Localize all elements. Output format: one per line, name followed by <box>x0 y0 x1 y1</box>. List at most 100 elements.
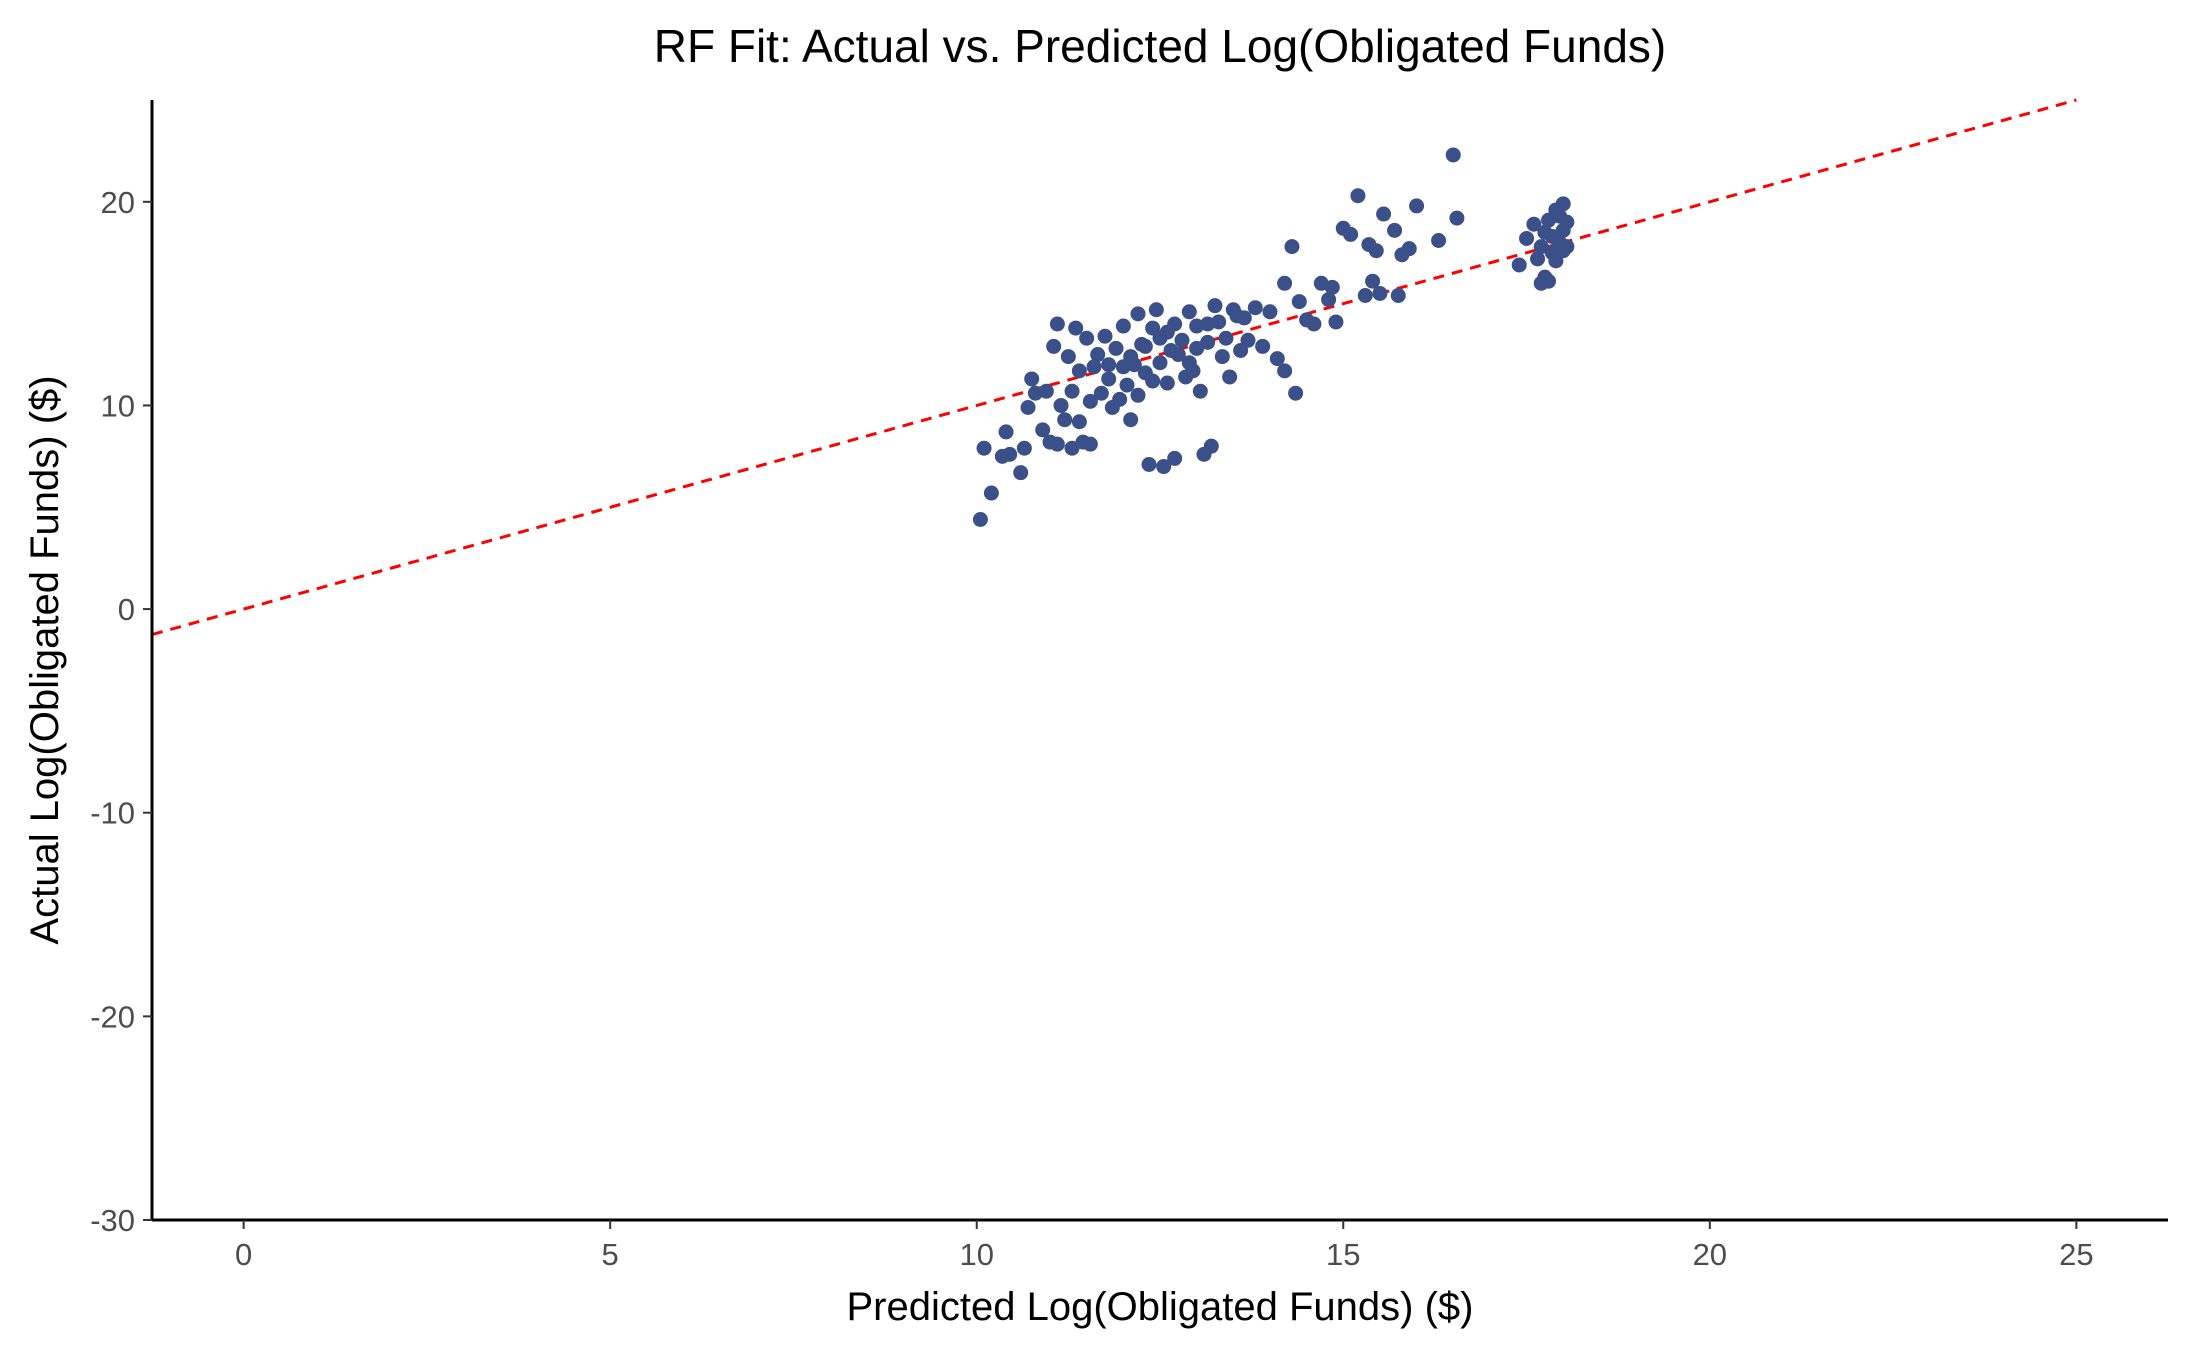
data-point <box>1218 330 1234 346</box>
data-point <box>1141 457 1157 473</box>
x-axis-ticks: 0 5 10 15 20 25 <box>235 1220 2094 1272</box>
data-point <box>1053 397 1069 413</box>
data-point <box>1559 214 1575 230</box>
data-point <box>1262 304 1278 320</box>
data-point <box>1401 241 1417 257</box>
data-point <box>1082 393 1098 409</box>
data-point <box>1284 239 1300 255</box>
data-point <box>1137 338 1153 354</box>
data-point <box>1519 230 1535 246</box>
data-point <box>1049 436 1065 452</box>
data-point <box>1368 243 1384 259</box>
data-point <box>1387 222 1403 238</box>
data-point <box>1174 332 1190 348</box>
data-point <box>1002 446 1018 462</box>
data-point <box>1057 412 1073 428</box>
data-point <box>1277 363 1293 379</box>
data-point <box>1086 359 1102 375</box>
data-point <box>1101 357 1117 373</box>
data-point <box>1328 314 1344 330</box>
data-point <box>1068 320 1084 336</box>
data-point <box>1123 412 1139 428</box>
data-point <box>1357 287 1373 303</box>
data-point <box>1449 210 1465 226</box>
data-point <box>1189 340 1205 356</box>
y-tick-label: 0 <box>118 592 135 627</box>
data-point <box>1097 328 1113 344</box>
data-point <box>1207 298 1223 314</box>
data-point <box>1020 399 1036 415</box>
data-point <box>1192 383 1208 399</box>
data-point <box>1108 340 1124 356</box>
data-point <box>1170 347 1186 363</box>
data-point <box>1526 216 1542 232</box>
data-point <box>1112 391 1128 407</box>
data-point <box>1533 239 1549 255</box>
data-point <box>1445 147 1461 163</box>
data-point <box>1288 385 1304 401</box>
data-point <box>1159 375 1175 391</box>
data-point <box>1126 357 1142 373</box>
x-axis-title: Predicted Log(Obligated Funds) ($) <box>847 1285 1474 1329</box>
data-point <box>1365 273 1381 289</box>
data-point <box>1409 198 1425 214</box>
data-point <box>1291 294 1307 310</box>
y-tick-label: 20 <box>101 185 135 220</box>
data-point <box>1372 285 1388 301</box>
data-point <box>1071 363 1087 379</box>
data-point <box>1376 206 1392 222</box>
data-point <box>1156 459 1172 475</box>
y-tick-label: -10 <box>90 796 135 831</box>
data-point <box>1306 316 1322 332</box>
data-point <box>1255 338 1271 354</box>
data-point <box>1167 316 1183 332</box>
data-point <box>1321 292 1337 308</box>
y-tick-label: -20 <box>90 999 135 1034</box>
data-point <box>1060 349 1076 365</box>
data-point <box>1541 273 1557 289</box>
data-point <box>1211 314 1227 330</box>
data-point <box>1035 422 1051 438</box>
data-point <box>1350 188 1366 204</box>
chart-title: RF Fit: Actual vs. Predicted Log(Obligat… <box>654 20 1666 72</box>
data-point <box>1240 332 1256 348</box>
data-point <box>1390 287 1406 303</box>
data-point <box>1324 279 1340 295</box>
data-point <box>1167 450 1183 466</box>
data-point <box>983 485 999 501</box>
data-point <box>1269 351 1285 367</box>
data-point <box>1343 226 1359 242</box>
data-point <box>998 424 1014 440</box>
data-point <box>1064 440 1080 456</box>
data-point <box>1024 371 1040 387</box>
y-axis-ticks: -30 -20 -10 0 10 20 <box>90 185 152 1238</box>
y-tick-label: -30 <box>90 1203 135 1238</box>
data-point <box>1152 355 1168 371</box>
x-tick-label: 20 <box>1693 1237 1727 1272</box>
data-point <box>1148 302 1164 318</box>
x-tick-label: 5 <box>602 1237 619 1272</box>
data-point <box>972 511 988 527</box>
plot-area <box>151 98 2077 636</box>
data-point <box>1016 440 1032 456</box>
data-point <box>1079 330 1095 346</box>
data-point <box>1049 316 1065 332</box>
x-tick-label: 15 <box>1326 1237 1360 1272</box>
data-point <box>1247 300 1263 316</box>
data-point <box>1200 334 1216 350</box>
data-point <box>1431 233 1447 249</box>
data-point <box>1559 239 1575 255</box>
data-point <box>1181 304 1197 320</box>
data-point <box>1511 257 1527 273</box>
x-tick-label: 25 <box>2059 1237 2093 1272</box>
data-points-layer <box>972 147 1575 527</box>
data-point <box>1530 251 1546 267</box>
data-point <box>1071 414 1087 430</box>
data-point <box>1555 196 1571 212</box>
data-point <box>1064 383 1080 399</box>
data-point <box>1185 363 1201 379</box>
data-point <box>1203 438 1219 454</box>
data-point <box>1277 275 1293 291</box>
data-point <box>1090 347 1106 363</box>
